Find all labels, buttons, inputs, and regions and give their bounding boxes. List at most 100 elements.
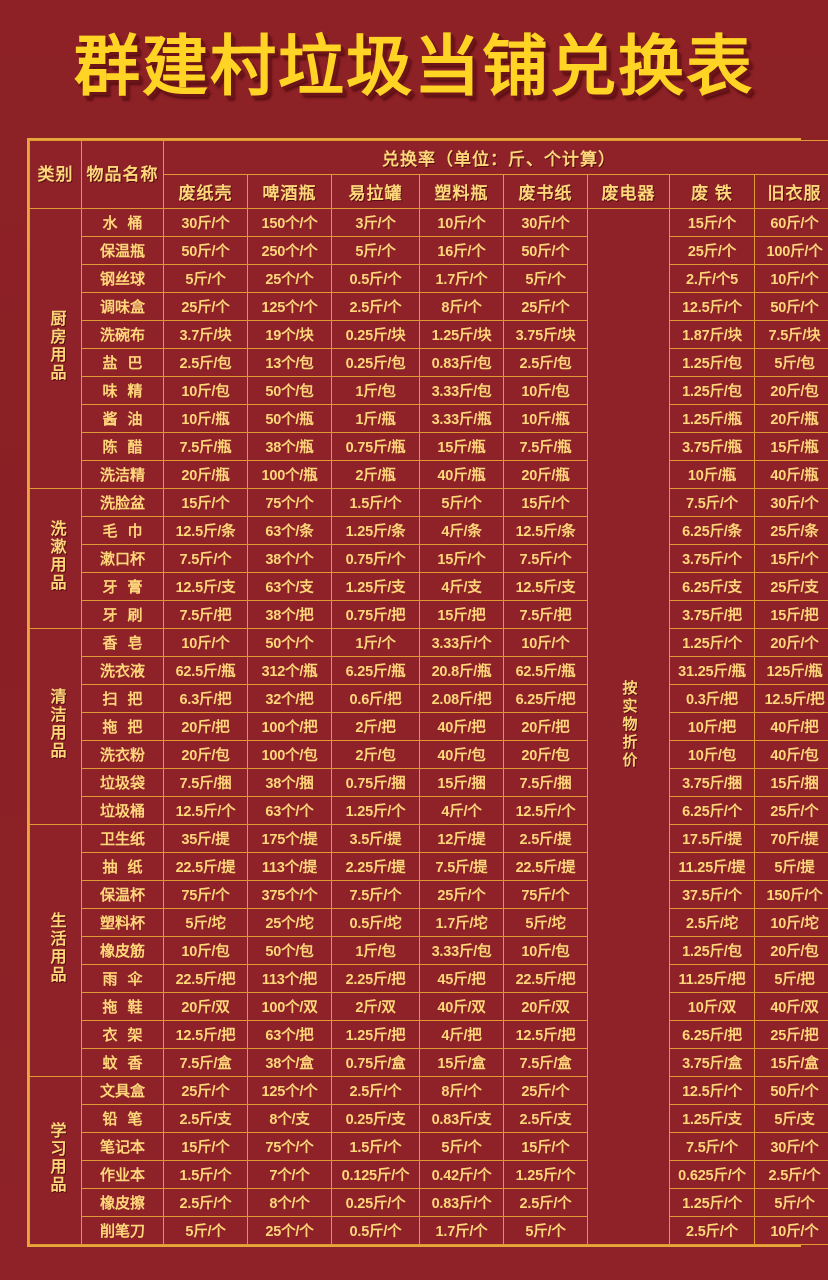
rate-cell: 12.5斤/支 — [163, 572, 248, 601]
category-label: 学习用品 — [47, 1122, 65, 1194]
rate-cell: 20斤/把 — [503, 712, 588, 741]
rate-cell: 5斤/个 — [419, 488, 504, 517]
category-label: 生活用品 — [47, 912, 65, 984]
item-name-cell: 盐巴 — [81, 348, 164, 377]
rate-cell: 100个/瓶 — [247, 460, 332, 489]
rate-cell: 0.42斤/个 — [419, 1160, 504, 1189]
item-name-cell: 洗碗布 — [81, 320, 164, 349]
rate-cell: 7.5斤/盒 — [163, 1048, 248, 1077]
rate-cell: 10斤/瓶 — [503, 404, 588, 433]
rate-cell: 125个/个 — [247, 292, 332, 321]
item-name-cell: 橡皮筋 — [81, 936, 164, 965]
electronics-note-cell: 按实物折价 — [587, 208, 670, 1245]
rate-cell: 0.75斤/瓶 — [331, 432, 420, 461]
rate-cell: 1.25斤/个 — [503, 1160, 588, 1189]
rate-cell: 8个/支 — [247, 1104, 332, 1133]
item-name: 洗衣液 — [99, 663, 145, 680]
rate-cell: 2.25斤/提 — [331, 852, 420, 881]
rate-cell: 15斤/个 — [503, 488, 588, 517]
rate-cell: 22.5斤/提 — [503, 852, 588, 881]
rate-cell: 62.5斤/瓶 — [163, 656, 248, 685]
item-name: 橡皮筋 — [99, 943, 145, 960]
header-col-plastic-bottle: 塑料瓶 — [419, 174, 504, 209]
rate-cell: 0.5斤/个 — [331, 1216, 420, 1245]
table-row: 牙刷 7.5斤/把 38个/把 0.75斤/把 15斤/把 7.5斤/把 3.75斤/把 15… — [30, 600, 828, 629]
rate-cell: 1.25斤/个 — [669, 1188, 755, 1217]
rate-cell: 20斤/包 — [503, 740, 588, 769]
rate-cell: 0.25斤/块 — [331, 320, 420, 349]
rate-cell: 50个/包 — [247, 936, 332, 965]
category-label: 洗漱用品 — [47, 520, 65, 592]
item-name: 扫把 — [102, 691, 153, 708]
rate-cell: 3.75斤/瓶 — [669, 432, 755, 461]
rate-cell: 2.5斤/个 — [331, 292, 420, 321]
rate-cell: 15斤/瓶 — [419, 432, 504, 461]
table-row: 拖鞋 20斤/双 100个/双 2斤/双 40斤/双 20斤/双 10斤/双 40斤/双 — [30, 992, 828, 1021]
rate-cell: 7.5斤/把 — [503, 600, 588, 629]
rate-cell: 12.5斤/把 — [503, 1020, 588, 1049]
rate-cell: 0.75斤/盒 — [331, 1048, 420, 1077]
rate-cell: 0.83斤/支 — [419, 1104, 504, 1133]
item-name-cell: 洗衣液 — [81, 656, 164, 685]
item-name: 洗脸盆 — [99, 495, 145, 512]
rate-cell: 5斤/个 — [419, 1132, 504, 1161]
rate-cell: 12.5斤/个 — [503, 796, 588, 825]
table-row: 保温瓶 50斤/个 250个/个 5斤/个 16斤/个 50斤/个 25斤/个 100斤/个 — [30, 236, 828, 265]
rate-cell: 10斤/个 — [503, 628, 588, 657]
header-row-top: 类别 物品名称 兑换率（单位：斤、个计算） — [29, 140, 828, 209]
item-name: 盐巴 — [102, 355, 153, 372]
table-row: 橡皮擦 2.5斤/个 8个/个 0.25斤/个 0.83斤/个 2.5斤/个 1.25斤/个… — [30, 1188, 828, 1217]
rate-cell: 1.7斤/坨 — [419, 908, 504, 937]
rate-cell: 3.33斤/包 — [419, 376, 504, 405]
rate-cell: 5斤/把 — [754, 964, 828, 993]
rate-cell: 15斤/捆 — [754, 768, 828, 797]
rate-cell: 25个/个 — [247, 264, 332, 293]
rate-cell: 30斤/个 — [163, 208, 248, 237]
rate-cell: 2斤/双 — [331, 992, 420, 1021]
item-name: 削笔刀 — [99, 1223, 145, 1240]
category-cell: 清洁用品 — [29, 628, 82, 825]
rate-cell: 0.625斤/个 — [669, 1160, 755, 1189]
rate-cell: 1.25斤/条 — [331, 516, 420, 545]
rate-cell: 20斤/把 — [163, 712, 248, 741]
rate-cell: 2.5斤/包 — [163, 348, 248, 377]
rate-cell: 40斤/把 — [419, 712, 504, 741]
rate-cell: 3.75斤/盒 — [669, 1048, 755, 1077]
table-row: 漱口杯 7.5斤/个 38个/个 0.75斤/个 15斤/个 7.5斤/个 3.75斤/个 1… — [30, 544, 828, 573]
header-col-old-clothes: 旧衣服 — [754, 174, 828, 209]
rate-cell: 10斤/瓶 — [163, 404, 248, 433]
rate-cell: 22.5斤/提 — [163, 852, 248, 881]
rate-cell: 100个/包 — [247, 740, 332, 769]
rate-cell: 25个/个 — [247, 1216, 332, 1245]
table-row: 钢丝球 5斤/个 25个/个 0.5斤/个 1.7斤/个 5斤/个 2.斤/个5 10斤/个 — [30, 264, 828, 293]
rate-cell: 40斤/瓶 — [419, 460, 504, 489]
rate-cell: 5斤/坨 — [163, 908, 248, 937]
rate-cell: 3.33斤/包 — [419, 936, 504, 965]
rate-cell: 113个/把 — [247, 964, 332, 993]
rate-cell: 63个/把 — [247, 1020, 332, 1049]
rate-cell: 2.08斤/把 — [419, 684, 504, 713]
item-name-cell: 味精 — [81, 376, 164, 405]
item-name-cell: 抽纸 — [81, 852, 164, 881]
rate-cell: 1.25斤/支 — [331, 572, 420, 601]
rate-cell: 6.25斤/个 — [669, 796, 755, 825]
rate-cell: 32个/把 — [247, 684, 332, 713]
header-rate-group: 兑换率（单位：斤、个计算） — [163, 140, 828, 175]
rate-cell: 50斤/个 — [503, 236, 588, 265]
header-category: 类别 — [29, 140, 82, 209]
item-name: 牙膏 — [102, 579, 153, 596]
table-row: 拖把 20斤/把 100个/把 2斤/把 40斤/把 20斤/把 10斤/把 40斤/把 — [30, 712, 828, 741]
rate-cell: 5斤/个 — [163, 264, 248, 293]
electronics-note: 按实物折价 — [620, 679, 638, 770]
rate-cell: 40斤/包 — [419, 740, 504, 769]
rate-cell: 7.5斤/个 — [669, 1132, 755, 1161]
rate-cell: 11.25斤/把 — [669, 964, 755, 993]
item-name: 陈醋 — [102, 439, 153, 456]
table-row: 抽纸 22.5斤/提 113个/提 2.25斤/提 7.5斤/提 22.5斤/提 11.25… — [30, 852, 828, 881]
rate-cell: 5斤/坨 — [503, 908, 588, 937]
item-name: 垃圾桶 — [99, 803, 145, 820]
rate-cell: 2斤/把 — [331, 712, 420, 741]
header-col-beer-bottle: 啤酒瓶 — [247, 174, 332, 209]
rate-cell: 20斤/双 — [503, 992, 588, 1021]
